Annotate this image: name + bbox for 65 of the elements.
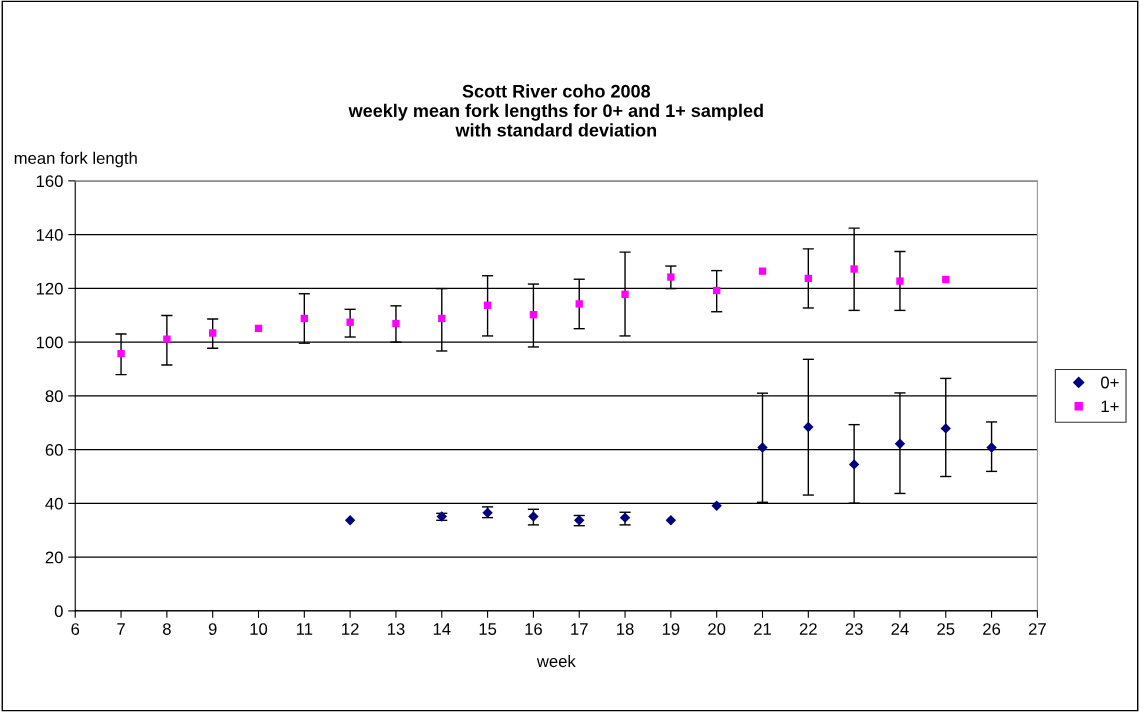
x-tick-label: 21: [754, 623, 771, 635]
x-tick-label: 18: [617, 623, 634, 635]
point: [940, 423, 951, 434]
y-tick-label: 60: [45, 444, 63, 456]
x-tick-label: 7: [117, 623, 125, 635]
point: [300, 314, 308, 323]
y-tick-label: 0: [54, 605, 63, 618]
x-tick-label: 10: [250, 623, 268, 635]
point: [483, 301, 492, 309]
x-tick-label: 19: [662, 623, 680, 635]
x-axis-title: week: [536, 654, 576, 668]
x-tick-label: 9: [208, 623, 217, 635]
y-tick-label: 100: [36, 336, 63, 349]
x-tick-label: 22: [799, 623, 817, 635]
y-tick-label: 140: [36, 229, 63, 241]
point: [529, 311, 538, 319]
x-tick-label: 27: [1028, 623, 1046, 635]
x-tick-label: 24: [891, 623, 909, 635]
x-tick-label: 14: [433, 623, 451, 635]
point: [803, 421, 814, 433]
point: [528, 511, 539, 522]
x-tick-label: 25: [937, 623, 955, 635]
point: [848, 459, 860, 470]
chart-title: Scott River coho 2008 weekly mean fork lengths for 0+ and 1+ sampled with standard deviation: [348, 84, 763, 137]
point: [254, 324, 263, 333]
point: [850, 265, 858, 273]
point: [942, 275, 950, 284]
point: [757, 442, 768, 453]
x-tick-label: 17: [571, 623, 588, 635]
x-tick-label: 23: [845, 623, 863, 635]
point: [209, 329, 217, 337]
point: [117, 350, 125, 358]
x-tick-label: 11: [296, 623, 313, 635]
x-tick-label: 20: [708, 623, 726, 635]
y-tick-label: 40: [45, 497, 63, 510]
point: [665, 515, 677, 526]
point: [896, 277, 904, 285]
point: [894, 438, 906, 449]
point: [713, 286, 721, 295]
point: [986, 442, 997, 453]
point: [667, 273, 675, 281]
point: [392, 319, 400, 328]
x-tick-label: 26: [983, 623, 1001, 635]
y-tick-label: 80: [45, 390, 63, 403]
y-tick-label: 160: [36, 175, 63, 188]
point: [621, 290, 629, 298]
x-tick-label: 12: [342, 623, 359, 635]
point: [804, 274, 812, 283]
point: [758, 267, 767, 275]
point: [711, 500, 722, 511]
x-tick-label: 15: [479, 623, 497, 635]
x-tick-label: 6: [71, 623, 80, 635]
legend-label: 0+: [1101, 376, 1119, 389]
x-tick-label: 13: [387, 623, 405, 635]
y-axis-title: mean fork length: [14, 151, 137, 168]
x-tick-label: 8: [162, 623, 171, 635]
point: [575, 300, 583, 308]
y-tick-label: 20: [45, 551, 63, 564]
point: [344, 515, 356, 526]
x-tick-label: 16: [525, 623, 542, 635]
point: [163, 335, 171, 343]
point: [438, 314, 446, 323]
legend-label: 1+: [1101, 400, 1119, 413]
y-tick-label: 120: [36, 282, 63, 295]
point: [346, 318, 354, 326]
